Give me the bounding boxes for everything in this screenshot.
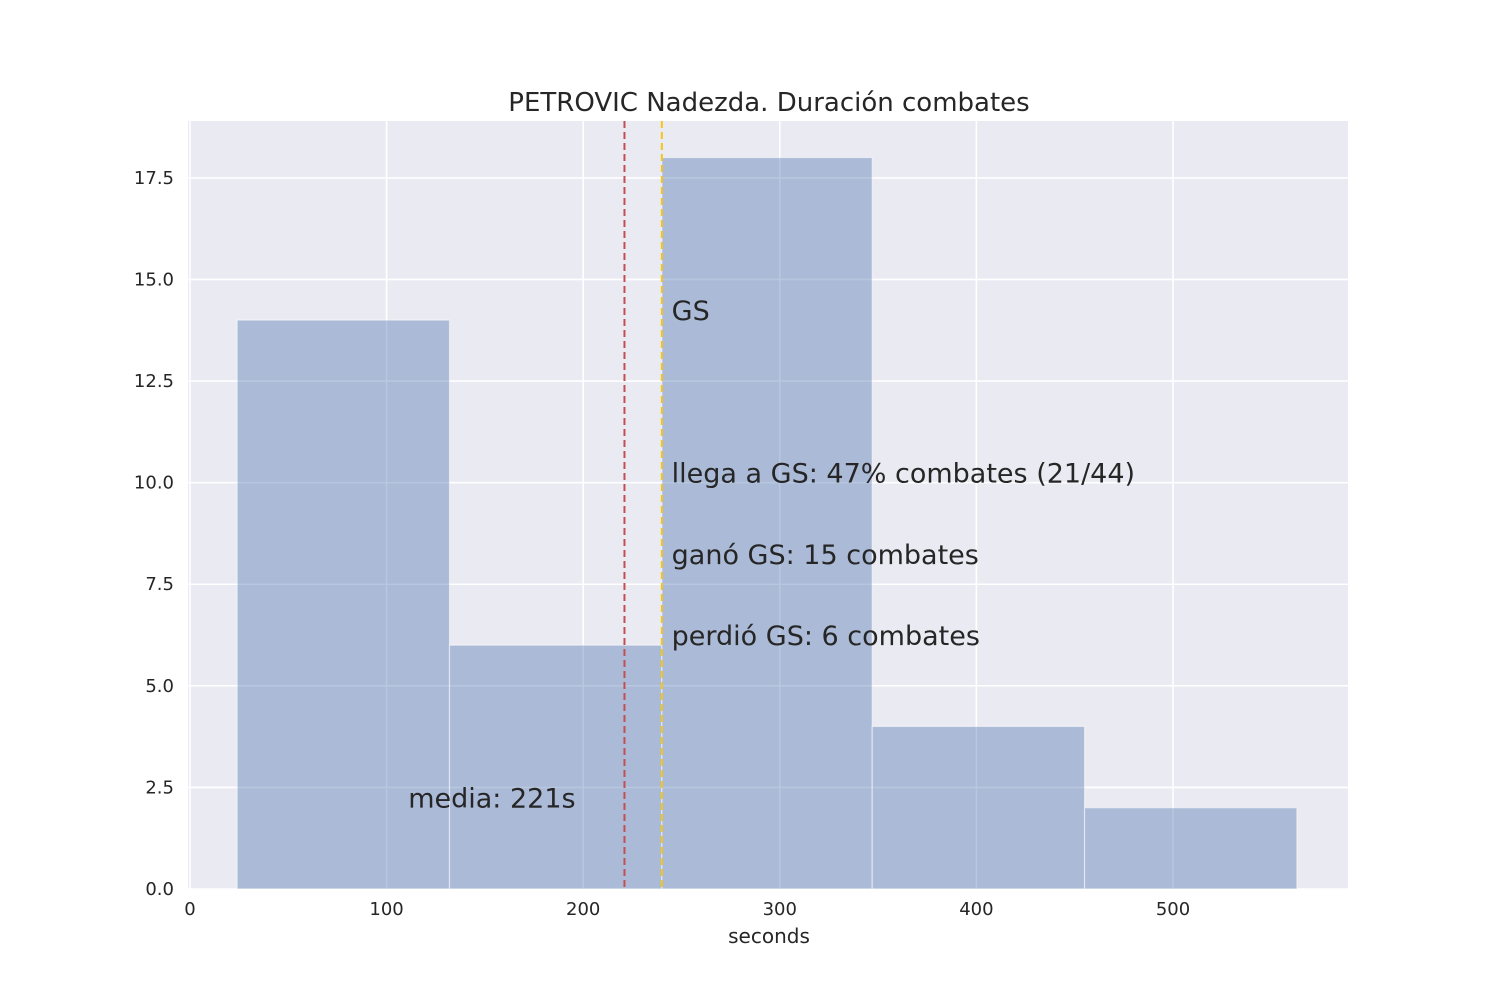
x-tick-label-2: 200 <box>566 899 600 920</box>
y-tick-label-2: 5.0 <box>145 676 174 697</box>
plot-area <box>188 121 1348 889</box>
bar-2 <box>661 156 873 890</box>
bar-0 <box>236 319 451 890</box>
annotation-1: GS <box>672 296 710 327</box>
y-tick-label-1: 2.5 <box>145 777 174 798</box>
y-tick-label-7: 17.5 <box>134 168 174 189</box>
x-axis-ticks: 0 100 200 300 400 500 <box>184 899 1190 920</box>
y-tick-label-3: 7.5 <box>145 574 174 595</box>
x-tick-label-4: 400 <box>959 899 993 920</box>
annotations: media: 221s GS llega a GS: 47% combates (2… <box>408 296 1135 815</box>
bar-1 <box>448 644 663 890</box>
x-tick-label-5: 500 <box>1156 899 1190 920</box>
y-tick-label-6: 15.0 <box>134 269 174 290</box>
histogram-bars <box>236 156 1298 890</box>
y-tick-label-4: 10.0 <box>134 473 174 494</box>
grid-lines <box>188 121 1348 890</box>
x-tick-label-0: 0 <box>184 899 195 920</box>
annotation-4: perdió GS: 6 combates <box>672 621 980 652</box>
reference-lines <box>623 121 663 889</box>
bar-4 <box>1083 807 1298 890</box>
annotation-0: media: 221s <box>408 784 575 815</box>
y-tick-label-5: 12.5 <box>134 371 174 392</box>
bar-3 <box>871 725 1086 890</box>
y-tick-label-0: 0.0 <box>145 879 174 900</box>
y-axis-ticks: 0.0 2.5 5.0 7.5 10.0 12.5 15.0 17.5 <box>134 168 174 900</box>
annotation-2: llega a GS: 47% combates (21/44) <box>672 459 1135 490</box>
x-axis-label: seconds <box>728 924 810 948</box>
x-tick-label-1: 100 <box>369 899 403 920</box>
annotation-3: ganó GS: 15 combates <box>672 540 979 571</box>
x-tick-label-3: 300 <box>763 899 797 920</box>
chart-title: PETROVIC Nadezda. Duración combates <box>508 88 1029 118</box>
